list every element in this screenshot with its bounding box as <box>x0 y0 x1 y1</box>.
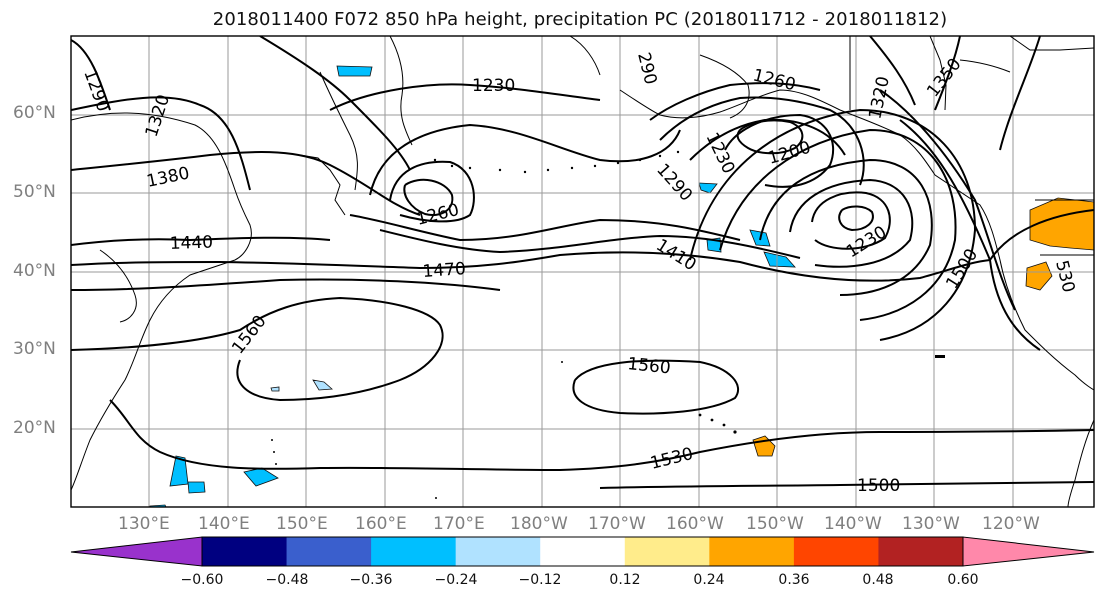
island-chains <box>271 150 945 499</box>
lon-label: 140°E <box>198 514 250 534</box>
contour-label: 1440 <box>169 232 213 253</box>
lon-label: 140°W <box>824 514 882 534</box>
colorbar-tick: −0.36 <box>349 572 393 588</box>
precip-pos-patch <box>1025 261 1053 291</box>
colorbar-segment <box>286 537 372 566</box>
contour-label: 1530 <box>648 444 695 474</box>
colorbar-segment <box>371 537 457 566</box>
lat-label: 50°N <box>13 182 56 202</box>
lon-label: 160°W <box>666 514 724 534</box>
contour-label: 1260 <box>751 65 798 95</box>
precip-neg-patch <box>698 182 718 194</box>
coastlines <box>71 36 1094 507</box>
contour-label: 1560 <box>228 312 270 358</box>
lon-label: 130°E <box>118 514 170 534</box>
contour-label: 530 <box>1051 258 1078 294</box>
colorbar-tick: 0.24 <box>693 572 725 588</box>
colorbar-segment <box>455 537 541 566</box>
contour-label: 1560 <box>626 354 671 378</box>
lon-label: 160°E <box>355 514 407 534</box>
precip-neg-patch <box>187 481 206 494</box>
contour-label: 1500 <box>857 476 900 496</box>
colorbar-tick: 0.36 <box>778 572 810 588</box>
precip-neg-patch <box>312 379 333 391</box>
colorbar-segment <box>540 537 626 566</box>
colorbar-segment <box>709 537 795 566</box>
lat-label: 40°N <box>13 261 56 281</box>
lon-label: 180°W <box>510 514 568 534</box>
colorbar-extend-low <box>70 536 203 567</box>
lon-label: 150°W <box>746 514 804 534</box>
contour-label: 1320 <box>142 92 174 139</box>
lon-label: 120°W <box>982 514 1040 534</box>
lat-label: 60°N <box>13 103 56 123</box>
lon-label: 130°W <box>902 514 960 534</box>
contour-label: 1350 <box>923 55 965 101</box>
map-frame <box>70 35 1095 508</box>
precip-fills <box>149 65 1094 507</box>
colorbar-segment <box>793 537 879 566</box>
colorbar-frame <box>201 536 964 567</box>
contour-label: 1230 <box>702 129 739 177</box>
colorbar-tick: 0.60 <box>947 572 979 588</box>
colorbar-segment <box>202 537 288 566</box>
precip-pos-patch <box>1029 197 1094 251</box>
precip-neg-patch <box>763 251 796 268</box>
height-contours <box>71 36 1094 489</box>
contour-label: 1410 <box>652 235 699 275</box>
lon-label: 150°E <box>276 514 328 534</box>
colorbar-tick: −0.60 <box>180 572 224 588</box>
colorbar-extend-high <box>962 536 1095 567</box>
contour-label: 1290 <box>652 160 696 206</box>
colorbar-tick: 0.48 <box>862 572 894 588</box>
map-title: 2018011400 F072 850 hPa height, precipit… <box>212 9 948 30</box>
precip-neg-patch <box>336 65 373 77</box>
colorbar-tick: −0.12 <box>518 572 562 588</box>
colorbar-tick: 0.12 <box>609 572 641 588</box>
lon-label: 170°E <box>433 514 485 534</box>
precip-neg-patch <box>243 467 279 487</box>
contour-label: 290 <box>633 50 660 86</box>
graticule <box>71 36 1094 507</box>
contour-label: 1470 <box>422 259 467 282</box>
colorbar-segment <box>878 537 964 566</box>
colorbar-tick: −0.24 <box>434 572 478 588</box>
lon-label: 170°W <box>588 514 646 534</box>
colorbar-segment <box>624 537 710 566</box>
lat-label: 30°N <box>13 339 56 359</box>
colorbar <box>70 536 1095 567</box>
contour-label: 1260 <box>414 200 461 230</box>
colorbar-tick: −0.48 <box>265 572 309 588</box>
contour-label: 1230 <box>472 76 515 96</box>
colorbar-segments <box>202 537 964 566</box>
contour-label: 1230 <box>843 222 890 262</box>
contour-label: 1200 <box>766 138 813 169</box>
precip-neg-patch <box>270 386 280 392</box>
contour-label: 1380 <box>145 163 191 192</box>
lat-label: 20°N <box>13 418 56 438</box>
